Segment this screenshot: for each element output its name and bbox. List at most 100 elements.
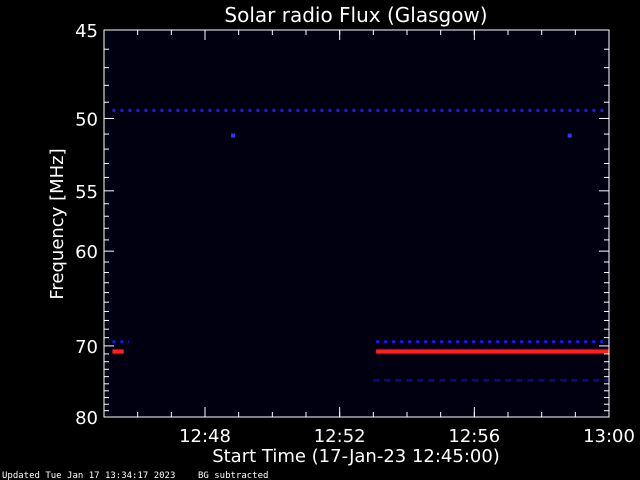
band-segment xyxy=(120,108,124,112)
band-segment xyxy=(160,108,164,112)
band-segment xyxy=(344,108,348,112)
band-segment xyxy=(408,340,412,344)
band-segment xyxy=(256,108,260,112)
band-segment xyxy=(360,108,364,112)
band-segment xyxy=(592,108,596,112)
spot-7 xyxy=(567,133,572,138)
band-segment xyxy=(450,378,457,382)
band-segment xyxy=(552,108,556,112)
band-2 xyxy=(112,349,124,354)
band-segment xyxy=(384,108,388,112)
band-segment xyxy=(428,378,435,382)
band-segment xyxy=(264,108,268,112)
y-axis-label: Frequency [MHz] xyxy=(47,148,68,299)
band-segment xyxy=(600,108,604,112)
band-segment xyxy=(440,108,444,112)
plot-area xyxy=(104,30,609,417)
band-segment xyxy=(176,108,180,112)
band-segment xyxy=(368,108,372,112)
band-segment xyxy=(128,108,132,112)
band-segment xyxy=(424,108,428,112)
band-segment xyxy=(568,340,572,344)
band-segment xyxy=(456,108,460,112)
y-tick-label: 45 xyxy=(75,21,98,42)
band-segment xyxy=(288,108,292,112)
band-segment xyxy=(376,340,380,344)
band-segment xyxy=(600,340,604,344)
band-segment xyxy=(376,108,380,112)
band-segment xyxy=(432,340,436,344)
band-segment xyxy=(392,108,396,112)
band-segment xyxy=(576,108,580,112)
band-segment xyxy=(512,108,516,112)
band-segment xyxy=(527,378,534,382)
band-segment xyxy=(392,340,396,344)
band-segment xyxy=(461,378,468,382)
spectrogram-features xyxy=(112,108,609,382)
band-segment xyxy=(528,340,532,344)
band-segment xyxy=(128,340,130,344)
band-segment xyxy=(582,378,589,382)
band-1 xyxy=(112,340,130,344)
band-segment xyxy=(248,108,252,112)
band-5 xyxy=(373,378,609,382)
x-tick-label: 12:52 xyxy=(314,426,366,447)
band-segment xyxy=(560,378,567,382)
band-segment xyxy=(472,378,479,382)
y-tick-label: 60 xyxy=(75,242,98,263)
band-segment xyxy=(400,340,404,344)
x-tick-label: 12:56 xyxy=(448,426,500,447)
band-segment xyxy=(192,108,196,112)
band-segment xyxy=(604,378,609,382)
band-0 xyxy=(112,108,609,112)
band-segment xyxy=(464,340,468,344)
band-segment xyxy=(432,108,436,112)
band-segment xyxy=(384,340,388,344)
band-segment xyxy=(480,108,484,112)
band-segment xyxy=(336,108,340,112)
band-segment xyxy=(536,108,540,112)
band-segment xyxy=(472,108,476,112)
chart-title: Solar radio Flux (Glasgow) xyxy=(224,3,487,27)
y-tick-label: 55 xyxy=(75,182,98,203)
band-segment xyxy=(424,340,428,344)
band-segment xyxy=(483,378,490,382)
band-segment xyxy=(216,108,220,112)
band-segment xyxy=(416,108,420,112)
band-segment xyxy=(488,340,492,344)
band-segment xyxy=(472,340,476,344)
band-segment xyxy=(408,108,412,112)
x-tick-label: 13:00 xyxy=(583,426,635,447)
band-segment xyxy=(560,340,564,344)
band-segment xyxy=(464,108,468,112)
band-segment xyxy=(480,340,484,344)
band-segment xyxy=(576,340,580,344)
y-tick-label: 80 xyxy=(75,408,98,429)
band-segment xyxy=(549,378,556,382)
band-segment xyxy=(536,340,540,344)
band-segment xyxy=(112,108,116,112)
y-tick-label: 70 xyxy=(75,337,98,358)
band-segment xyxy=(456,340,460,344)
band-segment xyxy=(505,378,512,382)
band-segment xyxy=(406,378,413,382)
band-segment xyxy=(504,340,508,344)
band-segment xyxy=(448,340,452,344)
band-segment xyxy=(120,340,124,344)
band-segment xyxy=(496,340,500,344)
band-segment xyxy=(232,108,236,112)
band-segment xyxy=(312,108,316,112)
band-4 xyxy=(376,349,609,354)
band-segment xyxy=(144,108,148,112)
band-segment xyxy=(448,108,452,112)
band-segment xyxy=(512,340,516,344)
x-tick-label: 12:48 xyxy=(179,426,231,447)
band-segment xyxy=(520,108,524,112)
band-segment xyxy=(439,378,446,382)
band-segment xyxy=(224,108,228,112)
band-segment xyxy=(593,378,600,382)
band-segment xyxy=(538,378,545,382)
plot-frame xyxy=(103,29,610,418)
x-axis-label: Start Time (17-Jan-23 12:45:00) xyxy=(212,446,500,467)
band-segment xyxy=(568,108,572,112)
